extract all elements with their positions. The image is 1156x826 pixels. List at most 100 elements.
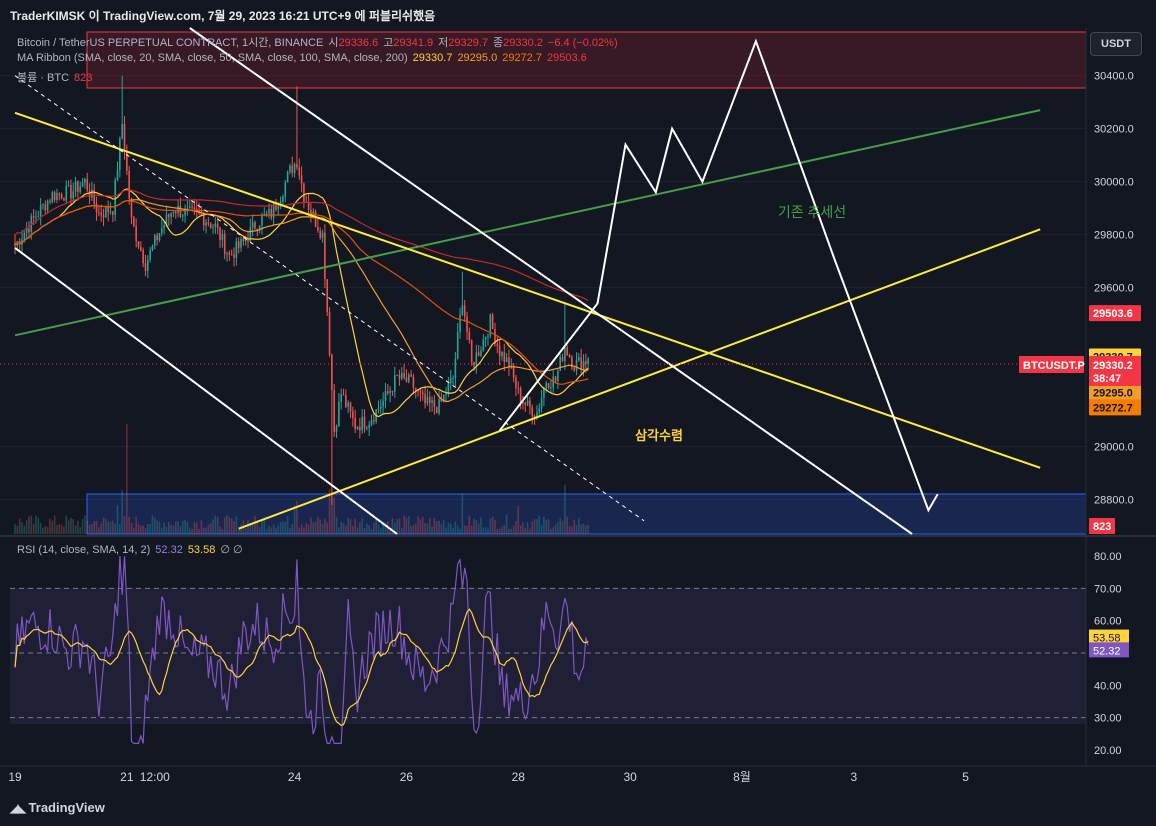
- volume-bar: [435, 520, 438, 534]
- rsi-tick-label: 40.00: [1094, 680, 1122, 692]
- volume-bar: [219, 526, 221, 534]
- time-tick-label: 30: [623, 770, 637, 784]
- volume-bar: [554, 524, 557, 534]
- candle-body: [377, 408, 380, 410]
- existing-trendline: [14, 109, 1041, 337]
- rsi-value-tag-text: 52.32: [1093, 645, 1121, 657]
- candle-body: [573, 367, 575, 371]
- rsi-axis[interactable]: 80.0070.0060.0050.0040.0030.0020.0053.58…: [1089, 551, 1129, 757]
- volume-bar: [564, 484, 566, 534]
- support-zone: [86, 493, 1087, 535]
- candle-body: [72, 191, 75, 199]
- volume-bar: [375, 518, 377, 534]
- volume-bar: [247, 520, 249, 534]
- volume-bar: [151, 515, 154, 534]
- candle-body: [303, 183, 305, 202]
- ma-ribbon-legend[interactable]: MA Ribbon (SMA, close, 20, SMA, close, 5…: [17, 52, 592, 64]
- currency-button[interactable]: USDT: [1090, 32, 1142, 56]
- candle-body: [172, 211, 175, 214]
- volume-bar: [56, 525, 58, 534]
- volume-legend[interactable]: 볼륨 · BTC 823: [17, 69, 97, 85]
- candle-body: [63, 198, 65, 201]
- volume-bar: [63, 526, 65, 534]
- existing-trend-label: 기존 추세선: [778, 204, 846, 220]
- symbol-legend[interactable]: Bitcoin / TetherUS PERPETUAL CONTRACT, 1…: [17, 34, 623, 50]
- volume-bar: [331, 493, 333, 534]
- candle-body: [480, 350, 482, 356]
- candle-body: [91, 189, 93, 198]
- candle-body: [14, 242, 16, 246]
- volume-bar: [498, 528, 501, 534]
- candle-body: [102, 215, 105, 218]
- candle-body: [331, 354, 333, 390]
- candle-body: [160, 228, 163, 233]
- volume-bar: [282, 521, 284, 534]
- dashed-channel-line: [14, 75, 645, 522]
- volume-bar: [347, 518, 349, 534]
- volume-bar: [235, 516, 238, 534]
- volume-bar: [536, 519, 538, 534]
- open-label: 시: [328, 37, 339, 49]
- time-tick-label: 24: [288, 770, 302, 784]
- candle-body: [354, 417, 356, 430]
- volume-bar: [30, 515, 33, 534]
- volume-bar: [305, 523, 308, 534]
- volume-bar: [382, 522, 384, 534]
- candle-body: [352, 411, 354, 418]
- volume-bar: [121, 490, 123, 534]
- volume-bar: [98, 527, 100, 534]
- candle-body: [531, 407, 534, 417]
- ma-ribbon: [14, 188, 589, 418]
- candle-body: [74, 181, 77, 192]
- candle-body: [347, 402, 349, 407]
- volume-bar: [321, 523, 324, 534]
- volume-bar: [195, 522, 198, 534]
- volume-bar: [207, 524, 210, 534]
- candle-body: [81, 182, 84, 187]
- rsi-ma-value: 53.58: [187, 544, 216, 556]
- candle-body: [517, 387, 520, 389]
- price-tick-label: 30000.0: [1094, 177, 1134, 189]
- volume-bar: [545, 519, 548, 534]
- volume-bar: [228, 517, 231, 534]
- volume-bar: [149, 524, 151, 534]
- volume-bar: [51, 520, 54, 534]
- candle-body: [557, 370, 559, 382]
- candle-body: [477, 352, 480, 356]
- candle-body: [300, 175, 303, 184]
- volume-bar: [373, 522, 375, 534]
- triangle-lower-line: [238, 228, 1041, 530]
- ma100-value: 29272.7: [502, 52, 542, 64]
- candle-body: [466, 316, 468, 332]
- candle-body: [181, 215, 184, 217]
- candle-body: [42, 204, 44, 206]
- volume-label: 볼륨 · BTC: [17, 72, 70, 84]
- candle-body: [503, 352, 506, 363]
- time-axis[interactable]: 19 21 12:00 24 26 28 30 8월 3 5: [8, 770, 969, 784]
- price-axis[interactable]: 30400.0 30200.0 30000.0 29800.0 29600.0 29000…: [1019, 71, 1141, 534]
- candle-body: [312, 211, 315, 215]
- candle-body: [564, 347, 566, 361]
- volume-bar: [557, 521, 559, 534]
- volume-bar: [431, 526, 433, 534]
- candle-body: [398, 375, 401, 379]
- volume-bar: [200, 520, 203, 534]
- ma100-line: [14, 199, 589, 385]
- candle-body: [393, 375, 396, 392]
- volume-bar: [442, 520, 445, 534]
- candle-body: [314, 211, 317, 227]
- volume-bar: [566, 516, 569, 534]
- volume-bar: [53, 515, 56, 534]
- volume-bar: [445, 527, 447, 534]
- volume-bar: [84, 515, 86, 534]
- rsi-legend[interactable]: RSI (14, close, SMA, 14, 2) 52.32 53.58 ∅ ∅: [17, 543, 248, 556]
- volume-bar: [279, 522, 282, 534]
- rsi-tick-label: 30.00: [1094, 713, 1122, 725]
- candle-body: [452, 377, 454, 379]
- candle-body: [291, 165, 294, 174]
- candle-body: [244, 239, 247, 242]
- volume-bar: [480, 517, 482, 534]
- candle-body: [459, 314, 461, 332]
